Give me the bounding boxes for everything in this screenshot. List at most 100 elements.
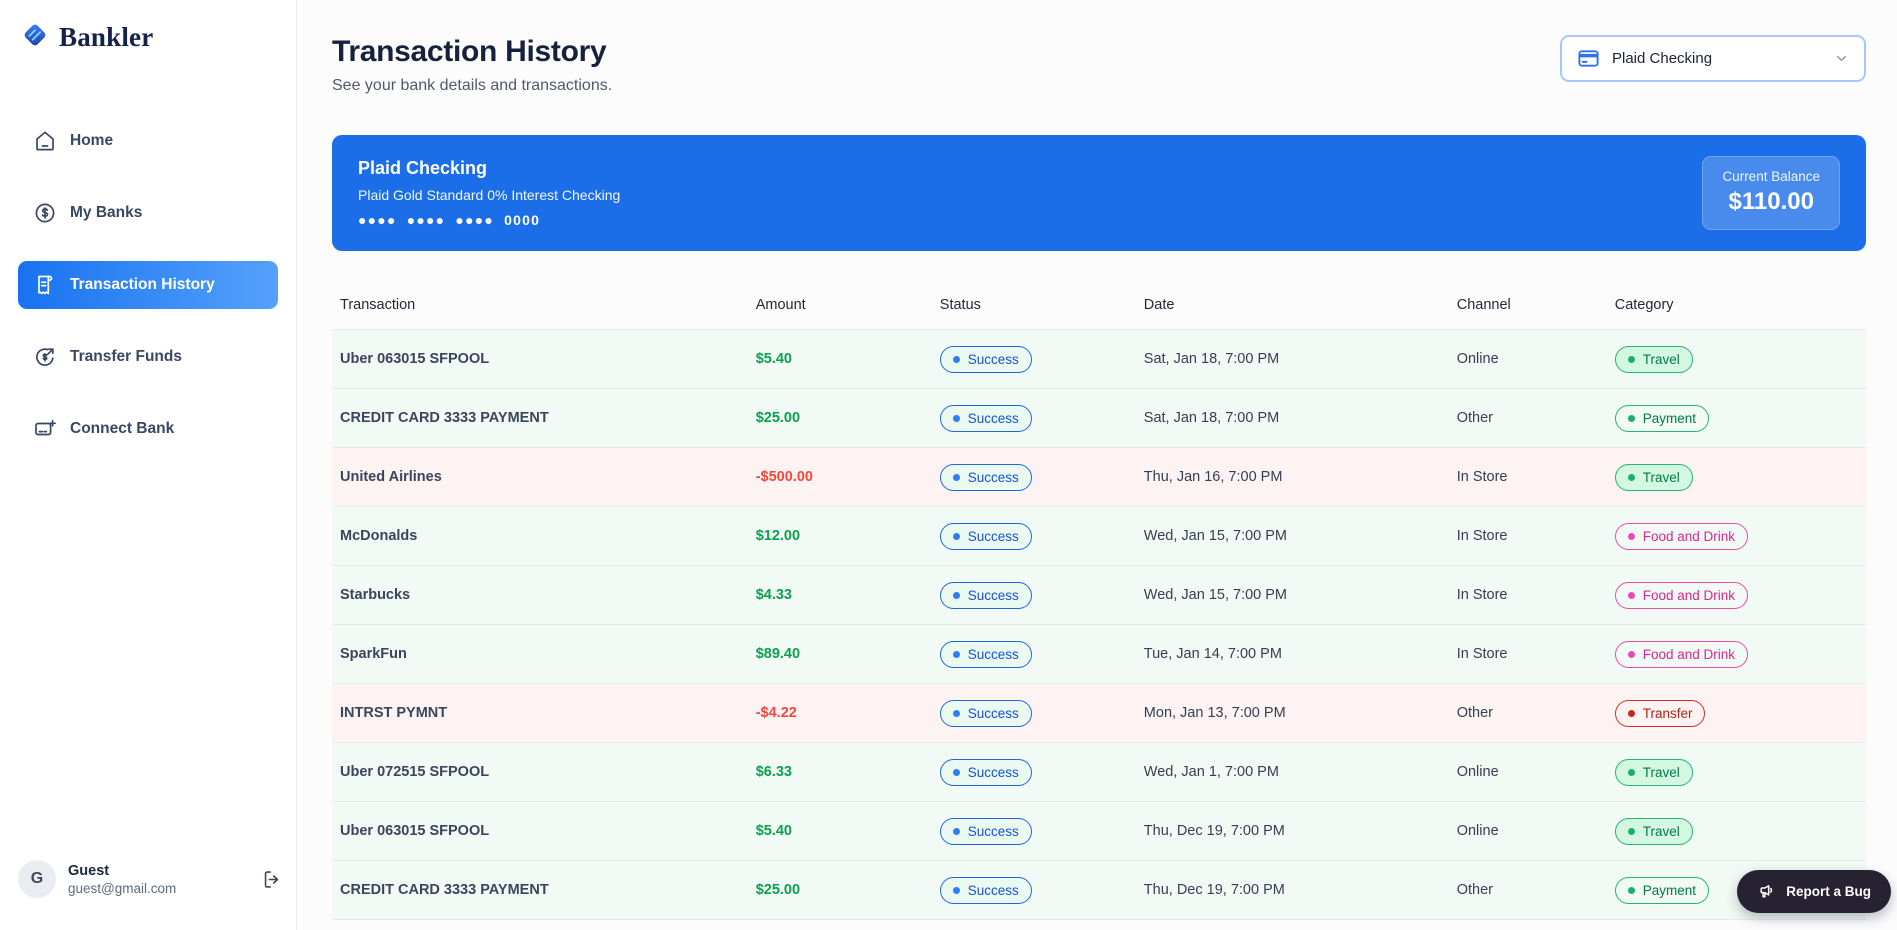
- status-cell: Success: [932, 463, 1136, 491]
- status-badge: Success: [939, 699, 1032, 727]
- home-icon: [33, 129, 57, 153]
- status-badge: Success: [939, 581, 1032, 609]
- transaction-channel: In Store: [1456, 469, 1508, 485]
- transaction-amount: $4.33: [755, 587, 792, 603]
- category-label: Food and Drink: [1642, 587, 1736, 603]
- category-dot-icon: [1627, 414, 1635, 422]
- status-label: Success: [967, 764, 1019, 780]
- status-cell: Success: [932, 404, 1136, 432]
- transaction-channel: Other: [1456, 882, 1493, 898]
- status-cell: Success: [932, 817, 1136, 845]
- status-cell: Success: [932, 640, 1136, 668]
- status-cell: Success: [932, 522, 1136, 550]
- status-cell: Success: [932, 699, 1136, 727]
- logout-icon[interactable]: [261, 869, 282, 890]
- category-label: Travel: [1642, 823, 1680, 839]
- category-label: Food and Drink: [1642, 528, 1736, 544]
- transaction-date: Sat, Jan 18, 7:00 PM: [1143, 351, 1280, 367]
- status-label: Success: [967, 351, 1019, 367]
- transaction-name: Uber 063015 SFPOOL: [340, 351, 490, 367]
- logo[interactable]: Bankler: [18, 20, 278, 55]
- table-row: INTRST PYMNT -$4.22 Success Mon, Jan 13,…: [332, 684, 1866, 743]
- sidebar-item-transfer-funds[interactable]: Transfer Funds: [18, 333, 278, 381]
- page-title: Transaction History: [332, 35, 607, 68]
- status-dot-icon: [952, 414, 960, 422]
- sidebar-item-label: My Banks: [70, 204, 143, 221]
- sidebar-nav: Home My Banks Transaction History Transf…: [18, 117, 278, 453]
- category-dot-icon: [1627, 591, 1635, 599]
- status-label: Success: [967, 646, 1019, 662]
- status-badge: Success: [939, 817, 1032, 845]
- status-label: Success: [967, 410, 1019, 426]
- transaction-channel: Other: [1456, 410, 1493, 426]
- sidebar-item-label: Home: [70, 132, 114, 149]
- category-badge: Transfer: [1614, 699, 1706, 727]
- bank-description: Plaid Gold Standard 0% Interest Checking: [358, 187, 621, 203]
- transaction-date: Wed, Jan 15, 7:00 PM: [1143, 587, 1287, 603]
- category-cell: Food and Drink: [1607, 640, 1866, 668]
- sidebar-item-my-banks[interactable]: My Banks: [18, 189, 278, 237]
- receipt-icon: [33, 273, 57, 297]
- status-badge: Success: [939, 758, 1032, 786]
- status-badge: Success: [939, 404, 1032, 432]
- user-meta: Guest guest@gmail.com: [68, 863, 249, 896]
- column-header-category: Category: [1614, 296, 1674, 313]
- status-label: Success: [967, 469, 1019, 485]
- transaction-channel: In Store: [1456, 646, 1508, 662]
- transaction-date: Mon, Jan 13, 7:00 PM: [1143, 705, 1286, 721]
- status-cell: Success: [932, 581, 1136, 609]
- status-dot-icon: [952, 886, 960, 894]
- transaction-date: Wed, Jan 1, 7:00 PM: [1143, 764, 1279, 780]
- report-bug-button[interactable]: Report a Bug: [1737, 870, 1891, 913]
- transaction-date: Sat, Jan 18, 7:00 PM: [1143, 410, 1280, 426]
- bank-card-info: Plaid Checking Plaid Gold Standard 0% In…: [358, 158, 620, 228]
- transfer-icon: [33, 345, 57, 369]
- transaction-name: Starbucks: [340, 587, 411, 603]
- bank-name: Plaid Checking: [358, 158, 488, 178]
- transaction-name: INTRST PYMNT: [340, 705, 448, 721]
- balance-value: $110.00: [1728, 188, 1814, 215]
- category-cell: Travel: [1607, 463, 1866, 491]
- category-badge: Payment: [1614, 404, 1709, 432]
- status-dot-icon: [952, 650, 960, 658]
- transaction-date: Tue, Jan 14, 7:00 PM: [1143, 646, 1282, 662]
- category-badge: Food and Drink: [1614, 522, 1749, 550]
- sidebar-item-transaction-history[interactable]: Transaction History: [18, 261, 278, 309]
- status-dot-icon: [952, 473, 960, 481]
- category-badge: Travel: [1614, 817, 1693, 845]
- transaction-amount: $5.40: [755, 351, 792, 367]
- category-dot-icon: [1627, 827, 1635, 835]
- transaction-amount: -$500.00: [755, 469, 813, 485]
- transaction-date: Thu, Dec 19, 7:00 PM: [1143, 823, 1285, 839]
- transaction-channel: In Store: [1456, 528, 1508, 544]
- transaction-channel: Online: [1456, 351, 1499, 367]
- table-body: Uber 063015 SFPOOL $5.40 Success Sat, Ja…: [332, 330, 1866, 920]
- status-badge: Success: [939, 522, 1032, 550]
- transaction-name: CREDIT CARD 3333 PAYMENT: [340, 410, 549, 426]
- column-header-date: Date: [1143, 296, 1175, 313]
- current-balance-box: Current Balance $110.00: [1702, 156, 1840, 230]
- category-label: Transfer: [1642, 705, 1693, 721]
- category-label: Payment: [1642, 882, 1696, 898]
- status-badge: Success: [939, 876, 1032, 904]
- sidebar-item-home[interactable]: Home: [18, 117, 278, 165]
- category-cell: Travel: [1607, 758, 1866, 786]
- transaction-amount: $89.40: [755, 646, 801, 662]
- transaction-channel: Online: [1456, 764, 1499, 780]
- transactions-table: Transaction Amount Status Date Channel Catego…: [332, 280, 1866, 920]
- category-badge: Payment: [1614, 876, 1709, 904]
- status-dot-icon: [952, 827, 960, 835]
- category-cell: Food and Drink: [1607, 581, 1866, 609]
- sidebar-item-connect-bank[interactable]: Connect Bank: [18, 405, 278, 453]
- bank-select-dropdown[interactable]: Plaid Checking: [1560, 35, 1866, 82]
- status-badge: Success: [939, 640, 1032, 668]
- sidebar-item-label: Connect Bank: [70, 420, 175, 437]
- category-cell: Travel: [1607, 345, 1866, 373]
- category-dot-icon: [1627, 355, 1635, 363]
- main-content: Transaction History See your bank detail…: [297, 0, 1897, 930]
- transaction-name: Uber 063015 SFPOOL: [340, 823, 490, 839]
- megaphone-icon: [1760, 884, 1773, 897]
- transaction-amount: $6.33: [755, 764, 792, 780]
- category-badge: Travel: [1614, 345, 1693, 373]
- masked-card-number: ●●●● ●●●● ●●●● 0000: [358, 212, 541, 228]
